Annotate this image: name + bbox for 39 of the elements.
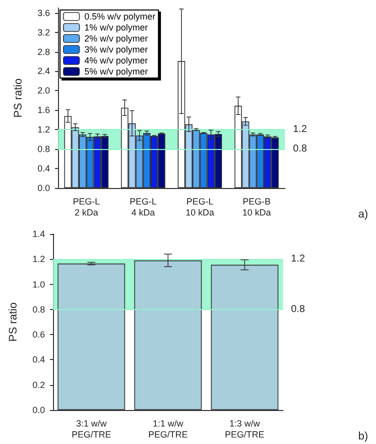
x-tick-label: PEG-L 10 kDa bbox=[186, 196, 214, 218]
legend-label: 5% w/v polymer bbox=[84, 66, 148, 76]
y-tick-label: 0.0 bbox=[37, 183, 50, 193]
y-tick-label: 1.2 bbox=[32, 254, 45, 264]
y-tick-label: 1.2 bbox=[37, 124, 50, 135]
y-tick-label: 0.8 bbox=[32, 304, 45, 314]
y-tick-label: 1.6 bbox=[37, 105, 50, 116]
legend-label: 4% w/v polymer bbox=[84, 56, 148, 66]
y-tick-label: 3.2 bbox=[37, 27, 50, 38]
text: a) bbox=[358, 208, 368, 220]
legend-label: 0.5% w/v polymer bbox=[84, 12, 156, 22]
y-tick-label: 2.8 bbox=[37, 46, 50, 57]
y-axis-title: PS ratio bbox=[8, 302, 20, 342]
ref-line-label: 0.8 bbox=[291, 304, 306, 315]
y-tick-label: 0.4 bbox=[37, 164, 50, 174]
y-tick-label: 3.6 bbox=[37, 8, 50, 18]
legend-label: 3% w/v polymer bbox=[84, 44, 148, 54]
x-tick-label: PEG-L 2 kDa bbox=[72, 196, 100, 218]
y-tick-label: 0.6 bbox=[32, 330, 45, 340]
x-tick-label: PEG-L 4 kDa bbox=[130, 196, 157, 218]
ref-line-label: 1.2 bbox=[293, 124, 308, 136]
y-tick-label: 0.2 bbox=[32, 380, 45, 390]
text: b) bbox=[358, 430, 368, 442]
x-tick-label: 3:1 w/w PEG/TRE bbox=[72, 418, 112, 440]
y-tick-label: 0.8 bbox=[37, 144, 50, 154]
y-tick-label: 0.4 bbox=[32, 354, 45, 365]
x-tick-label: 1:3 w/w PEG/TRE bbox=[224, 418, 264, 440]
ref-line-label: 0.8 bbox=[293, 144, 308, 155]
legend-label: 2% w/v polymer bbox=[84, 34, 148, 44]
x-tick-label: 1:1 w/w PEG/TRE bbox=[148, 418, 188, 440]
y-tick-label: 2.4 bbox=[37, 66, 50, 76]
y-tick-label: 1.0 bbox=[32, 279, 45, 290]
x-tick-label: PEG-B 10 kDa bbox=[242, 196, 271, 218]
y-tick-label: 2.0 bbox=[37, 86, 50, 96]
y-tick-label: 0.0 bbox=[32, 405, 45, 415]
y-axis-title: PS ratio bbox=[12, 78, 24, 118]
legend-label: 1% w/v polymer bbox=[84, 22, 148, 32]
y-tick-label: 1.4 bbox=[32, 229, 45, 239]
ref-line-label: 1.2 bbox=[291, 254, 306, 265]
